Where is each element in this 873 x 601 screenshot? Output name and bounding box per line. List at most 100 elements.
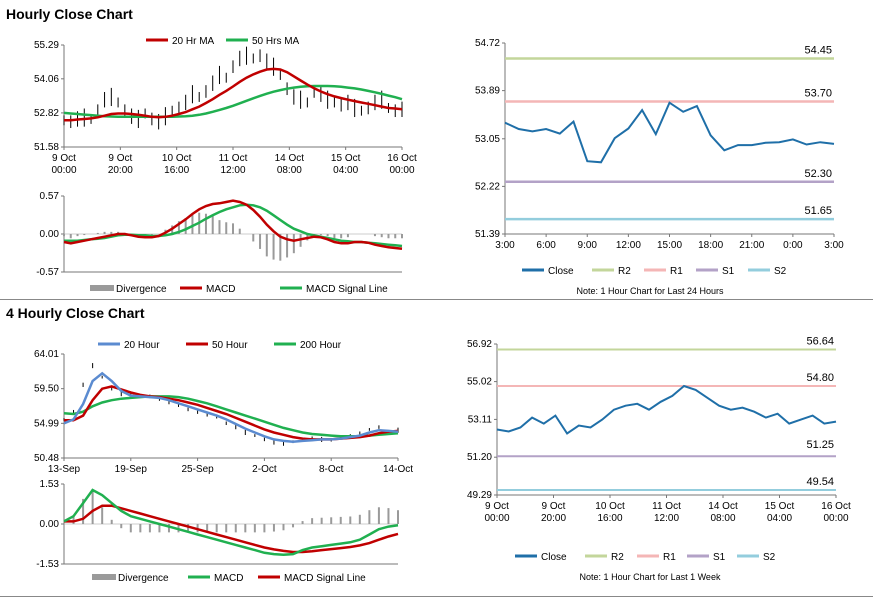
4hourly-week-x-tick-label: 9 Oct xyxy=(542,501,566,512)
hourly-price-y-tick-label: 52.82 xyxy=(34,108,59,119)
4hourly-price-legend-label: 20 Hour xyxy=(124,340,160,351)
hourly-price-x-tick-label: 14 Oct xyxy=(275,153,305,164)
4hourly-week-legend-label: S2 xyxy=(763,552,776,563)
hourly-24h-x-tick-label: 3:00 xyxy=(824,240,844,251)
hourly-24h-y-tick-label: 52.22 xyxy=(475,181,500,192)
4hourly-price-legend-label: 50 Hour xyxy=(212,340,248,351)
hourly-24h-x-tick-label: 12:00 xyxy=(616,240,641,251)
4hourly-week-x-tick-label: 00:00 xyxy=(823,513,848,524)
4hourly-week-s2-label: 49.54 xyxy=(806,476,834,488)
4hourly-200hr-line xyxy=(63,395,399,438)
hourly-price-legend-label: 20 Hr MA xyxy=(172,36,215,47)
4hourly-week-x-tick-label: 12:00 xyxy=(654,513,679,524)
4hourly-week-x-tick-label: 11 Oct xyxy=(652,501,681,512)
hourly-24h-legend-label: R2 xyxy=(618,266,631,277)
hourly-price-x-tick-label: 16:00 xyxy=(164,165,189,176)
4hourly-price-y-tick-label: 59.50 xyxy=(34,384,59,395)
4hourly-price-x-tick-label: 19-Sep xyxy=(115,464,148,475)
hourly-price-x-tick-label: 12:00 xyxy=(220,165,245,176)
hourly-24h-x-tick-label: 3:00 xyxy=(495,240,515,251)
4hourly-week-y-tick-label: 56.92 xyxy=(467,339,492,350)
4hourly-macd-line xyxy=(63,488,399,557)
hourly-price-x-tick-label: 15 Oct xyxy=(331,153,361,164)
section-title-hourly: Hourly Close Chart xyxy=(6,6,133,22)
4hourly-macd-legend-label: MACD xyxy=(214,573,243,584)
4hourly-week-x-tick-label: 04:00 xyxy=(767,513,792,524)
hourly-24h-x-tick-label: 18:00 xyxy=(698,240,723,251)
hourly-price-x-tick-label: 10 Oct xyxy=(162,153,192,164)
hourly-24h-y-tick-label: 54.72 xyxy=(475,38,500,49)
4hourly-price-x-tick-label: 14-Oct xyxy=(383,464,413,475)
hourly-macd-y-tick-label: -0.57 xyxy=(36,267,59,278)
4hourly-week-r2-label: 56.64 xyxy=(806,336,834,348)
hourly-24h-x-tick-label: 21:00 xyxy=(739,240,764,251)
hourly-24h-x-tick-label: 0:00 xyxy=(783,240,803,251)
4hourly-20hr-line xyxy=(63,371,399,443)
hourly-macd-legend-swatch xyxy=(90,285,114,291)
hourly-24h-legend-label: R1 xyxy=(670,266,683,277)
hourly-24h-note: Note: 1 Hour Chart for Last 24 Hours xyxy=(576,286,724,296)
4hourly-macd-legend-label: MACD Signal Line xyxy=(284,573,366,584)
hourly-macd-y-tick-label: 0.00 xyxy=(40,229,60,240)
hourly-24h-legend-label: S1 xyxy=(722,266,735,277)
4hourly-price-x-tick-label: 8-Oct xyxy=(319,464,344,475)
4hourly-price-y-tick-label: 64.01 xyxy=(34,349,59,360)
4hourly-week-x-tick-label: 16:00 xyxy=(597,513,622,524)
4hourly-price-legend-label: 200 Hour xyxy=(300,340,342,351)
4hourly-week-x-tick-label: 16 Oct xyxy=(821,501,851,512)
hourly-price-x-tick-label: 9 Oct xyxy=(52,153,76,164)
4hourly-price-x-tick-label: 2-Oct xyxy=(252,464,277,475)
4hourly-price-y-tick-label: 50.48 xyxy=(34,453,59,464)
hourly-24h-x-tick-label: 9:00 xyxy=(578,240,598,251)
hourly-price-x-tick-label: 16 Oct xyxy=(387,153,417,164)
hourly-price-x-tick-label: 00:00 xyxy=(389,165,414,176)
4hourly-week-x-tick-label: 00:00 xyxy=(484,513,509,524)
4hourly-week-x-tick-label: 20:00 xyxy=(541,513,566,524)
hourly-price-y-tick-label: 51.58 xyxy=(34,142,59,153)
4hourly-week-close-line xyxy=(496,384,837,435)
4hourly-week-x-tick-label: 14 Oct xyxy=(708,501,738,512)
hourly-20hr-ma-line xyxy=(64,67,403,122)
hourly-price-legend-label: 50 Hrs MA xyxy=(252,36,300,47)
4hourly-macd-y-tick-label: -1.53 xyxy=(36,559,59,570)
hourly-macd-legend-label: Divergence xyxy=(116,284,167,295)
4hourly-week-s1-label: 51.25 xyxy=(806,439,834,451)
4hourly-week-legend-label: Close xyxy=(541,552,567,563)
hourly-24h-x-tick-label: 15:00 xyxy=(657,240,682,251)
hourly-24h-y-tick-label: 53.05 xyxy=(475,134,500,145)
4hourly-macd-legend-swatch xyxy=(92,574,116,580)
hourly-24h-x-tick-label: 6:00 xyxy=(536,240,556,251)
4hourly-week-y-tick-label: 53.11 xyxy=(468,414,493,425)
4hourly-week-legend-label: R2 xyxy=(611,552,624,563)
4hourly-week-r1-label: 54.80 xyxy=(806,372,834,384)
hourly-24h-y-tick-label: 53.89 xyxy=(475,86,500,97)
4hourly-price-y-tick-label: 54.99 xyxy=(34,418,59,429)
hourly-price-x-tick-label: 9 Oct xyxy=(108,153,132,164)
hourly-price-x-tick-label: 00:00 xyxy=(51,165,76,176)
4hourly-macd-signal-line xyxy=(64,504,399,554)
4hourly-price-x-tick-label: 13-Sep xyxy=(48,464,81,475)
4hourly-price-x-tick-label: 25-Sep xyxy=(181,464,214,475)
hourly-24h-close-line xyxy=(504,101,835,164)
hourly-macd-y-tick-label: 0.57 xyxy=(40,191,60,202)
4hourly-week-x-tick-label: 08:00 xyxy=(710,513,735,524)
hourly-price-x-tick-label: 20:00 xyxy=(108,165,133,176)
hourly-price-y-tick-label: 54.06 xyxy=(34,74,59,85)
hourly-24h-s1-label: 52.30 xyxy=(804,168,832,180)
4hourly-week-legend-label: S1 xyxy=(713,552,726,563)
4hourly-week-x-tick-label: 9 Oct xyxy=(485,501,509,512)
4hourly-week-x-tick-label: 10 Oct xyxy=(595,501,625,512)
hourly-24h-y-tick-label: 51.39 xyxy=(475,229,500,240)
4hourly-week-x-tick-label: 15 Oct xyxy=(765,501,795,512)
hourly-macd-legend-label: MACD Signal Line xyxy=(306,284,388,295)
4hourly-week-y-tick-label: 55.02 xyxy=(467,377,492,388)
hourly-24h-r1-label: 53.70 xyxy=(804,88,832,100)
hourly-24h-r2-label: 54.45 xyxy=(804,44,832,56)
4hourly-50hr-line xyxy=(64,385,399,441)
hourly-price-y-tick-label: 55.29 xyxy=(34,40,59,51)
hourly-24h-legend-label: S2 xyxy=(774,266,787,277)
4hourly-week-y-tick-label: 49.29 xyxy=(467,490,492,501)
hourly-price-x-tick-label: 04:00 xyxy=(333,165,358,176)
hourly-price-x-tick-label: 08:00 xyxy=(277,165,302,176)
